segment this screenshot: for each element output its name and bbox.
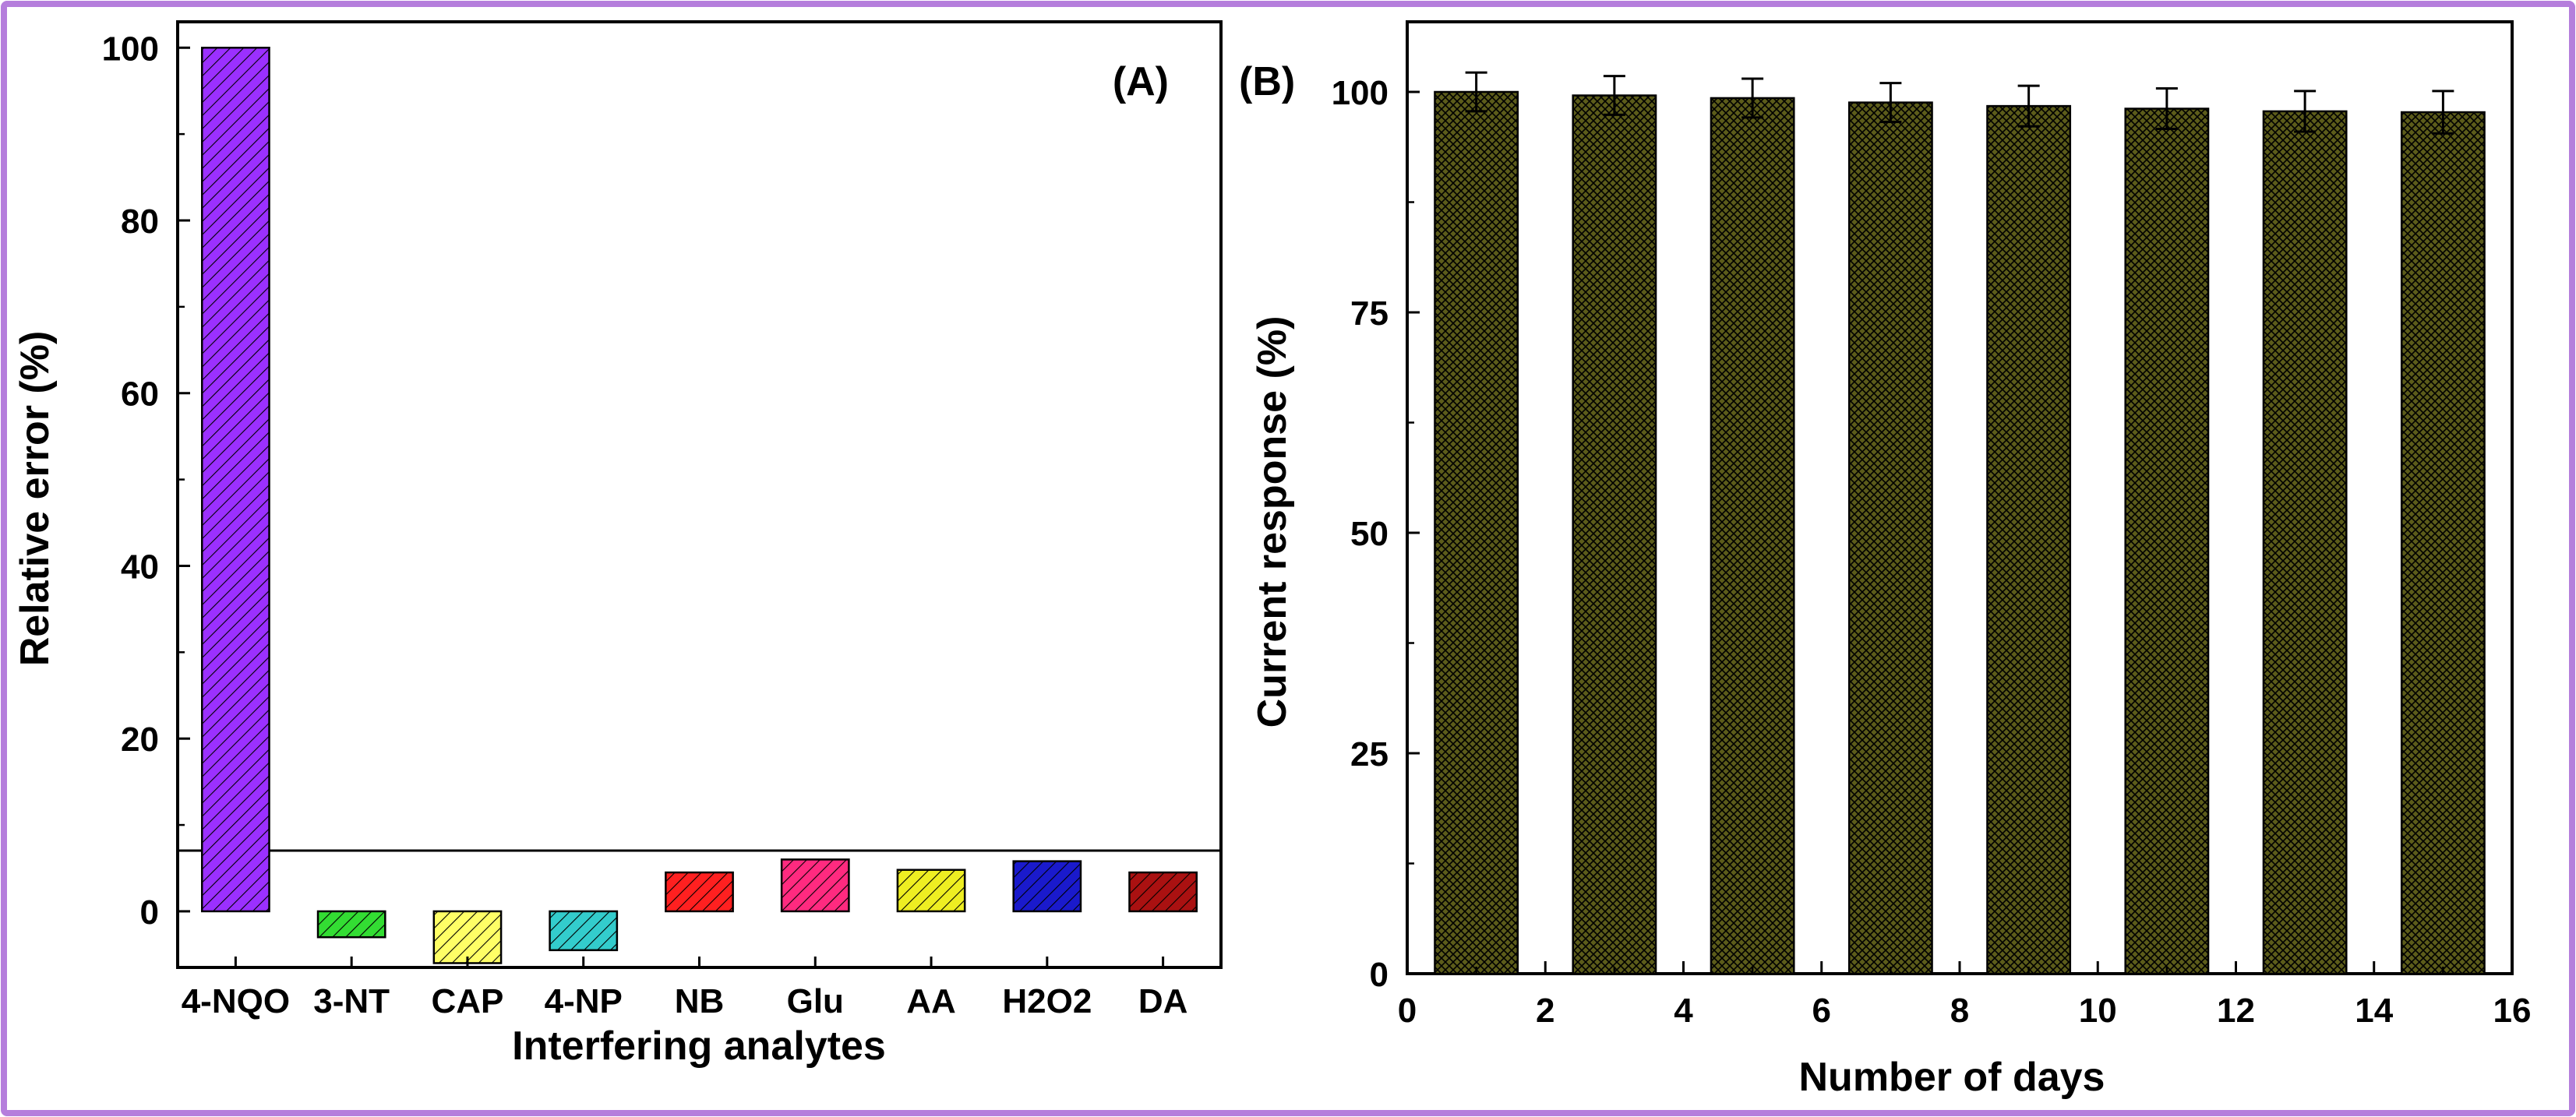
panel-a-xtick-label: 4-NQO xyxy=(182,982,290,1020)
panel-a-frame xyxy=(178,22,1221,967)
panel-b-ytick-label: 50 xyxy=(1350,515,1389,553)
panel-b-ytick-label: 75 xyxy=(1350,294,1389,333)
panel-b-xtick-label: 10 xyxy=(2079,992,2117,1030)
panel-a-bars xyxy=(202,48,1197,963)
panel-b-bar-day-11 xyxy=(2126,109,2208,974)
panel-b-bar-day-1 xyxy=(1434,92,1517,974)
panel-a: (A) Relative error (%) Interfering analy… xyxy=(12,22,1221,1069)
panel-b: (B) Current response (%) Number of days … xyxy=(1239,22,2531,1100)
panel-a-xlabel: Interfering analytes xyxy=(512,1024,886,1069)
panel-a-bar-4-nqo xyxy=(202,48,269,911)
panel-b-bar-day-9 xyxy=(1987,106,2070,974)
panel-a-label: (A) xyxy=(1113,59,1169,104)
panel-a-ytick-label: 40 xyxy=(121,548,159,586)
panel-a-bar-4-np xyxy=(550,911,617,950)
panel-b-bar-day-3 xyxy=(1573,96,1656,974)
panel-a-xtick-label: 3-NT xyxy=(313,982,390,1020)
panel-a-ylabel: Relative error (%) xyxy=(12,331,58,667)
panel-b-ylabel: Current response (%) xyxy=(1250,316,1295,728)
panel-b-xtick-label: 8 xyxy=(1950,992,1969,1030)
panel-b-bar-day-13 xyxy=(2264,111,2346,974)
panel-a-xtick-label: Glu xyxy=(787,982,844,1020)
panel-b-xtick-label: 6 xyxy=(1812,992,1831,1030)
chart-svg: (A) Relative error (%) Interfering analy… xyxy=(0,0,2576,1117)
figure: (A) Relative error (%) Interfering analy… xyxy=(0,0,2576,1117)
panel-b-xlabel: Number of days xyxy=(1799,1055,2105,1100)
panel-a-ytick-label: 80 xyxy=(121,203,159,241)
panel-a-ytick-label: 60 xyxy=(121,375,159,414)
panel-b-ytick-label: 0 xyxy=(1370,956,1389,994)
panel-b-bar-day-5 xyxy=(1711,98,1794,974)
panel-b-bars xyxy=(1434,72,2484,974)
panel-a-ytick-label: 20 xyxy=(121,721,159,759)
panel-a-xtick-label: NB xyxy=(675,982,725,1020)
panel-b-bar-day-15 xyxy=(2401,112,2484,974)
panel-b-label: (B) xyxy=(1239,59,1295,104)
panel-b-xtick-label: 2 xyxy=(1536,992,1554,1030)
panel-a-bar-glu xyxy=(782,859,849,911)
panel-a-bar-nb xyxy=(665,872,732,911)
panel-a-bar-aa xyxy=(898,870,965,911)
panel-a-bar-3-nt xyxy=(318,911,385,937)
panel-a-ytick-label: 100 xyxy=(102,30,159,68)
panel-b-xtick-label: 12 xyxy=(2217,992,2255,1030)
panel-a-bar-da xyxy=(1129,872,1196,911)
panel-b-xtick-label: 16 xyxy=(2493,992,2532,1030)
panel-b-xticks: 0 2 4 6 8 10 12 14 16 xyxy=(1398,961,2532,1030)
panel-a-bar-cap xyxy=(434,911,501,964)
panel-a-xtick-label: CAP xyxy=(431,982,503,1020)
panel-a-xtick-label: AA xyxy=(906,982,956,1020)
panel-a-ytick-label: 0 xyxy=(140,893,159,932)
panel-b-ytick-label: 25 xyxy=(1350,735,1389,773)
panel-b-xtick-label: 14 xyxy=(2355,992,2393,1030)
panel-a-bar-h2o2 xyxy=(1014,862,1081,911)
panel-b-xtick-label: 4 xyxy=(1674,992,1693,1030)
panel-b-xtick-label: 0 xyxy=(1398,992,1417,1030)
panel-b-ytick-label: 100 xyxy=(1332,74,1389,112)
panel-a-xtick-label: DA xyxy=(1138,982,1188,1020)
panel-a-xtick-label: 4-NP xyxy=(545,982,623,1020)
panel-b-bar-day-7 xyxy=(1849,103,1932,974)
panel-a-xtick-label: H2O2 xyxy=(1002,982,1092,1020)
